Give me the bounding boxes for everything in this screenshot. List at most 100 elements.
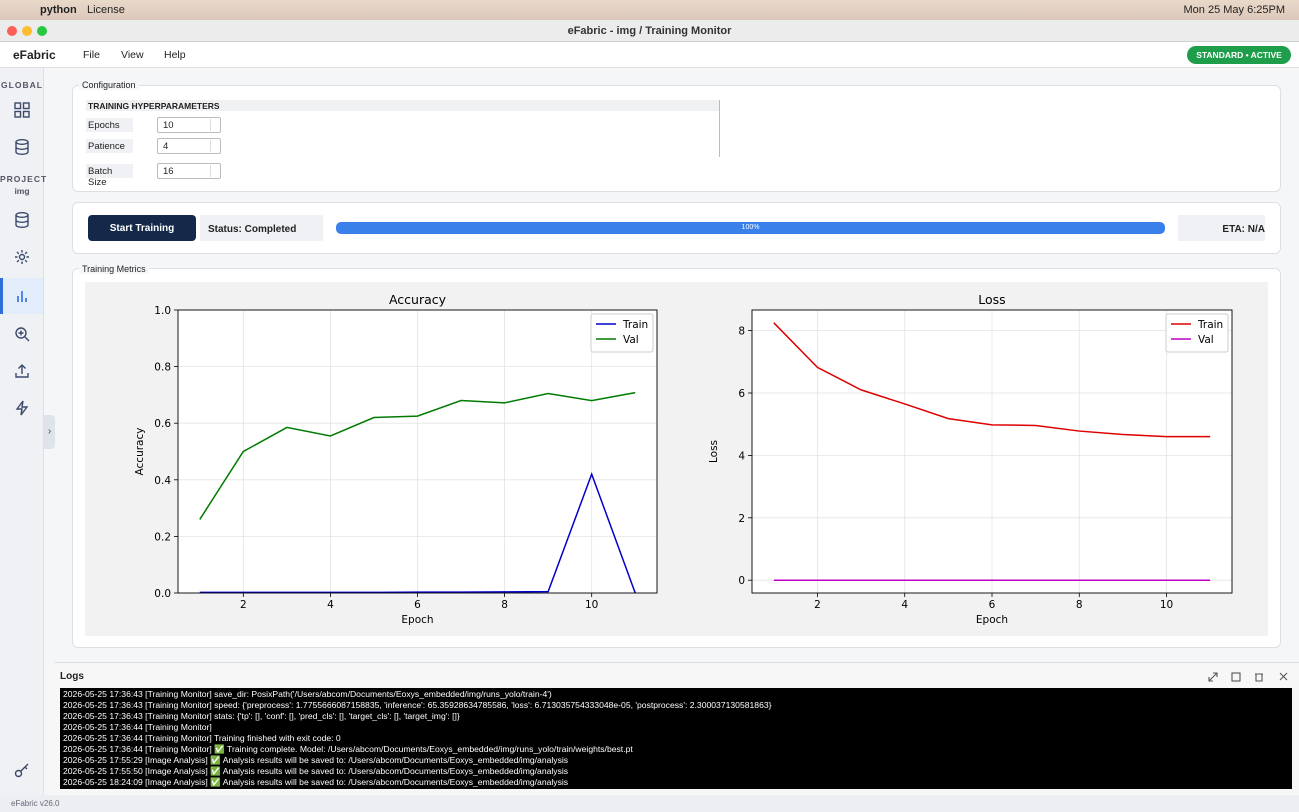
y-tick-label: 0.4 (154, 475, 171, 487)
metrics-title: Training Metrics (79, 264, 149, 274)
legend-label: Train (1197, 319, 1223, 331)
window-title: eFabric - img / Training Monitor (567, 25, 732, 37)
dataset-icon[interactable] (13, 211, 31, 229)
section-divider (719, 100, 720, 157)
spin-arrows (210, 140, 219, 152)
x-axis-label: Epoch (976, 614, 1008, 626)
x-tick-label: 2 (814, 599, 821, 611)
plot-frame (177, 309, 658, 594)
y-tick-label: 2 (738, 513, 745, 525)
log-line: 2026-05-25 18:24:09 [Image Analysis] ✅ A… (63, 777, 569, 787)
save-icon[interactable] (1231, 672, 1241, 682)
field-label: Epochs (86, 118, 133, 132)
spin-arrows (210, 119, 219, 131)
x-tick-label: 4 (901, 599, 908, 611)
log-line: 2026-05-25 17:55:29 [Image Analysis] ✅ A… (63, 755, 569, 765)
x-tick-label: 10 (1160, 599, 1173, 611)
y-axis-label: Loss (708, 440, 720, 463)
menu-file[interactable]: File (83, 49, 100, 61)
y-tick-label: 4 (738, 450, 745, 462)
series-line (199, 391, 636, 520)
status-bar: eFabric v26.0 (0, 795, 1299, 812)
field-label: Patience (86, 139, 133, 153)
y-axis-label: Accuracy (134, 428, 146, 476)
configuration-title: Configuration (79, 80, 139, 90)
x-tick-label: 4 (327, 599, 334, 611)
series-line (773, 322, 1211, 438)
spin-value: 4 (163, 141, 169, 152)
x-axis-label: Epoch (401, 614, 433, 626)
eta-label: ETA: N/A (1178, 215, 1265, 241)
menubar-menu[interactable]: License (87, 4, 125, 16)
sidebar-project-name: img (14, 186, 30, 196)
settings-icon[interactable] (13, 248, 31, 266)
series-line (199, 471, 636, 594)
chart-title: Loss (978, 292, 1005, 307)
spin-arrows (210, 165, 219, 177)
database-icon[interactable] (13, 138, 31, 156)
log-line: 2026-05-25 17:36:43 [Training Monitor] s… (63, 711, 460, 721)
progress-fill (336, 222, 1165, 234)
y-tick-label: 0 (738, 575, 745, 587)
y-tick-label: 0.0 (154, 588, 171, 600)
plot-frame (751, 309, 1233, 594)
log-line: 2026-05-25 17:36:43 [Training Monitor] s… (63, 700, 772, 710)
y-tick-label: 6 (738, 388, 745, 400)
menubar-clock: Mon 25 May 6:25PM (1183, 4, 1286, 16)
sidebar-global: GLOBAL (1, 80, 43, 90)
app-version: eFabric v26.0 (11, 799, 60, 808)
deploy-icon[interactable] (13, 399, 31, 417)
menu-view[interactable]: View (121, 49, 144, 61)
inspect-icon[interactable] (13, 325, 31, 343)
app-name: eFabric (13, 48, 56, 62)
logs-panel: Logs 2026-05-25 17:36:43 [Training Monit… (55, 662, 1299, 795)
menubar-app[interactable]: python (40, 4, 77, 16)
y-tick-label: 8 (738, 326, 745, 338)
x-tick-label: 2 (240, 599, 247, 611)
expand-icon[interactable] (1208, 672, 1218, 682)
log-line: 2026-05-25 17:55:50 [Image Analysis] ✅ A… (63, 766, 569, 776)
spin-value: 10 (163, 120, 174, 131)
y-tick-label: 0.2 (154, 531, 171, 543)
y-tick-label: 1.0 (154, 305, 171, 317)
start-training-button[interactable]: Start Training (88, 215, 196, 241)
zoom-button[interactable] (37, 26, 47, 36)
spin-input[interactable]: 4 (157, 138, 221, 154)
log-line: 2026-05-25 17:36:43 [Training Monitor] s… (63, 689, 552, 699)
spin-input[interactable]: 16 (157, 163, 221, 179)
logs-title: Logs (60, 671, 84, 682)
export-icon[interactable] (13, 362, 31, 380)
spin-input[interactable]: 10 (157, 117, 221, 133)
title-bar: eFabric - img / Training Monitor (0, 20, 1299, 42)
y-tick-label: 0.6 (154, 418, 171, 430)
menu-help[interactable]: Help (164, 49, 186, 61)
key-icon[interactable] (13, 761, 31, 779)
app-header: eFabric File View Help STANDARD • ACTIVE (0, 42, 1299, 68)
log-line: 2026-05-25 17:36:44 [Training Monitor] ✅… (63, 744, 633, 754)
metrics-icon[interactable] (13, 287, 31, 305)
sidebar-toggle[interactable]: › (44, 415, 55, 449)
y-tick-label: 0.8 (154, 362, 171, 374)
x-tick-label: 6 (414, 599, 421, 611)
minimize-button[interactable] (22, 26, 32, 36)
dashboard-icon[interactable] (13, 101, 31, 119)
progress-label: 100% (741, 224, 760, 231)
progress-track: 100% (336, 222, 1165, 234)
section-header (86, 100, 719, 111)
log-line: 2026-05-25 17:36:44 [Training Monitor] (63, 722, 212, 732)
sidebar: GLOBAL PROJECT img (0, 68, 46, 795)
x-tick-label: 8 (501, 599, 508, 611)
field-label: Batch Size (86, 164, 133, 188)
status-label: Status: Completed (200, 215, 323, 241)
clear-icon[interactable] (1255, 673, 1263, 682)
status-badge: STANDARD • ACTIVE (1187, 46, 1291, 64)
spin-value: 16 (163, 166, 174, 177)
log-output: 2026-05-25 17:36:43 [Training Monitor] s… (60, 688, 1292, 789)
close-logs-icon[interactable] (1279, 672, 1288, 681)
close-button[interactable] (7, 26, 17, 36)
log-line: 2026-05-25 17:36:44 [Training Monitor] T… (63, 733, 341, 743)
legend-label: Val (1198, 334, 1214, 346)
charts: 2 4 6 8 10 0.0 0.2 0.4 0.6 0.8 1.0 Accuracy Epoch Acc… (85, 282, 1268, 636)
x-tick-label: 10 (585, 599, 598, 611)
